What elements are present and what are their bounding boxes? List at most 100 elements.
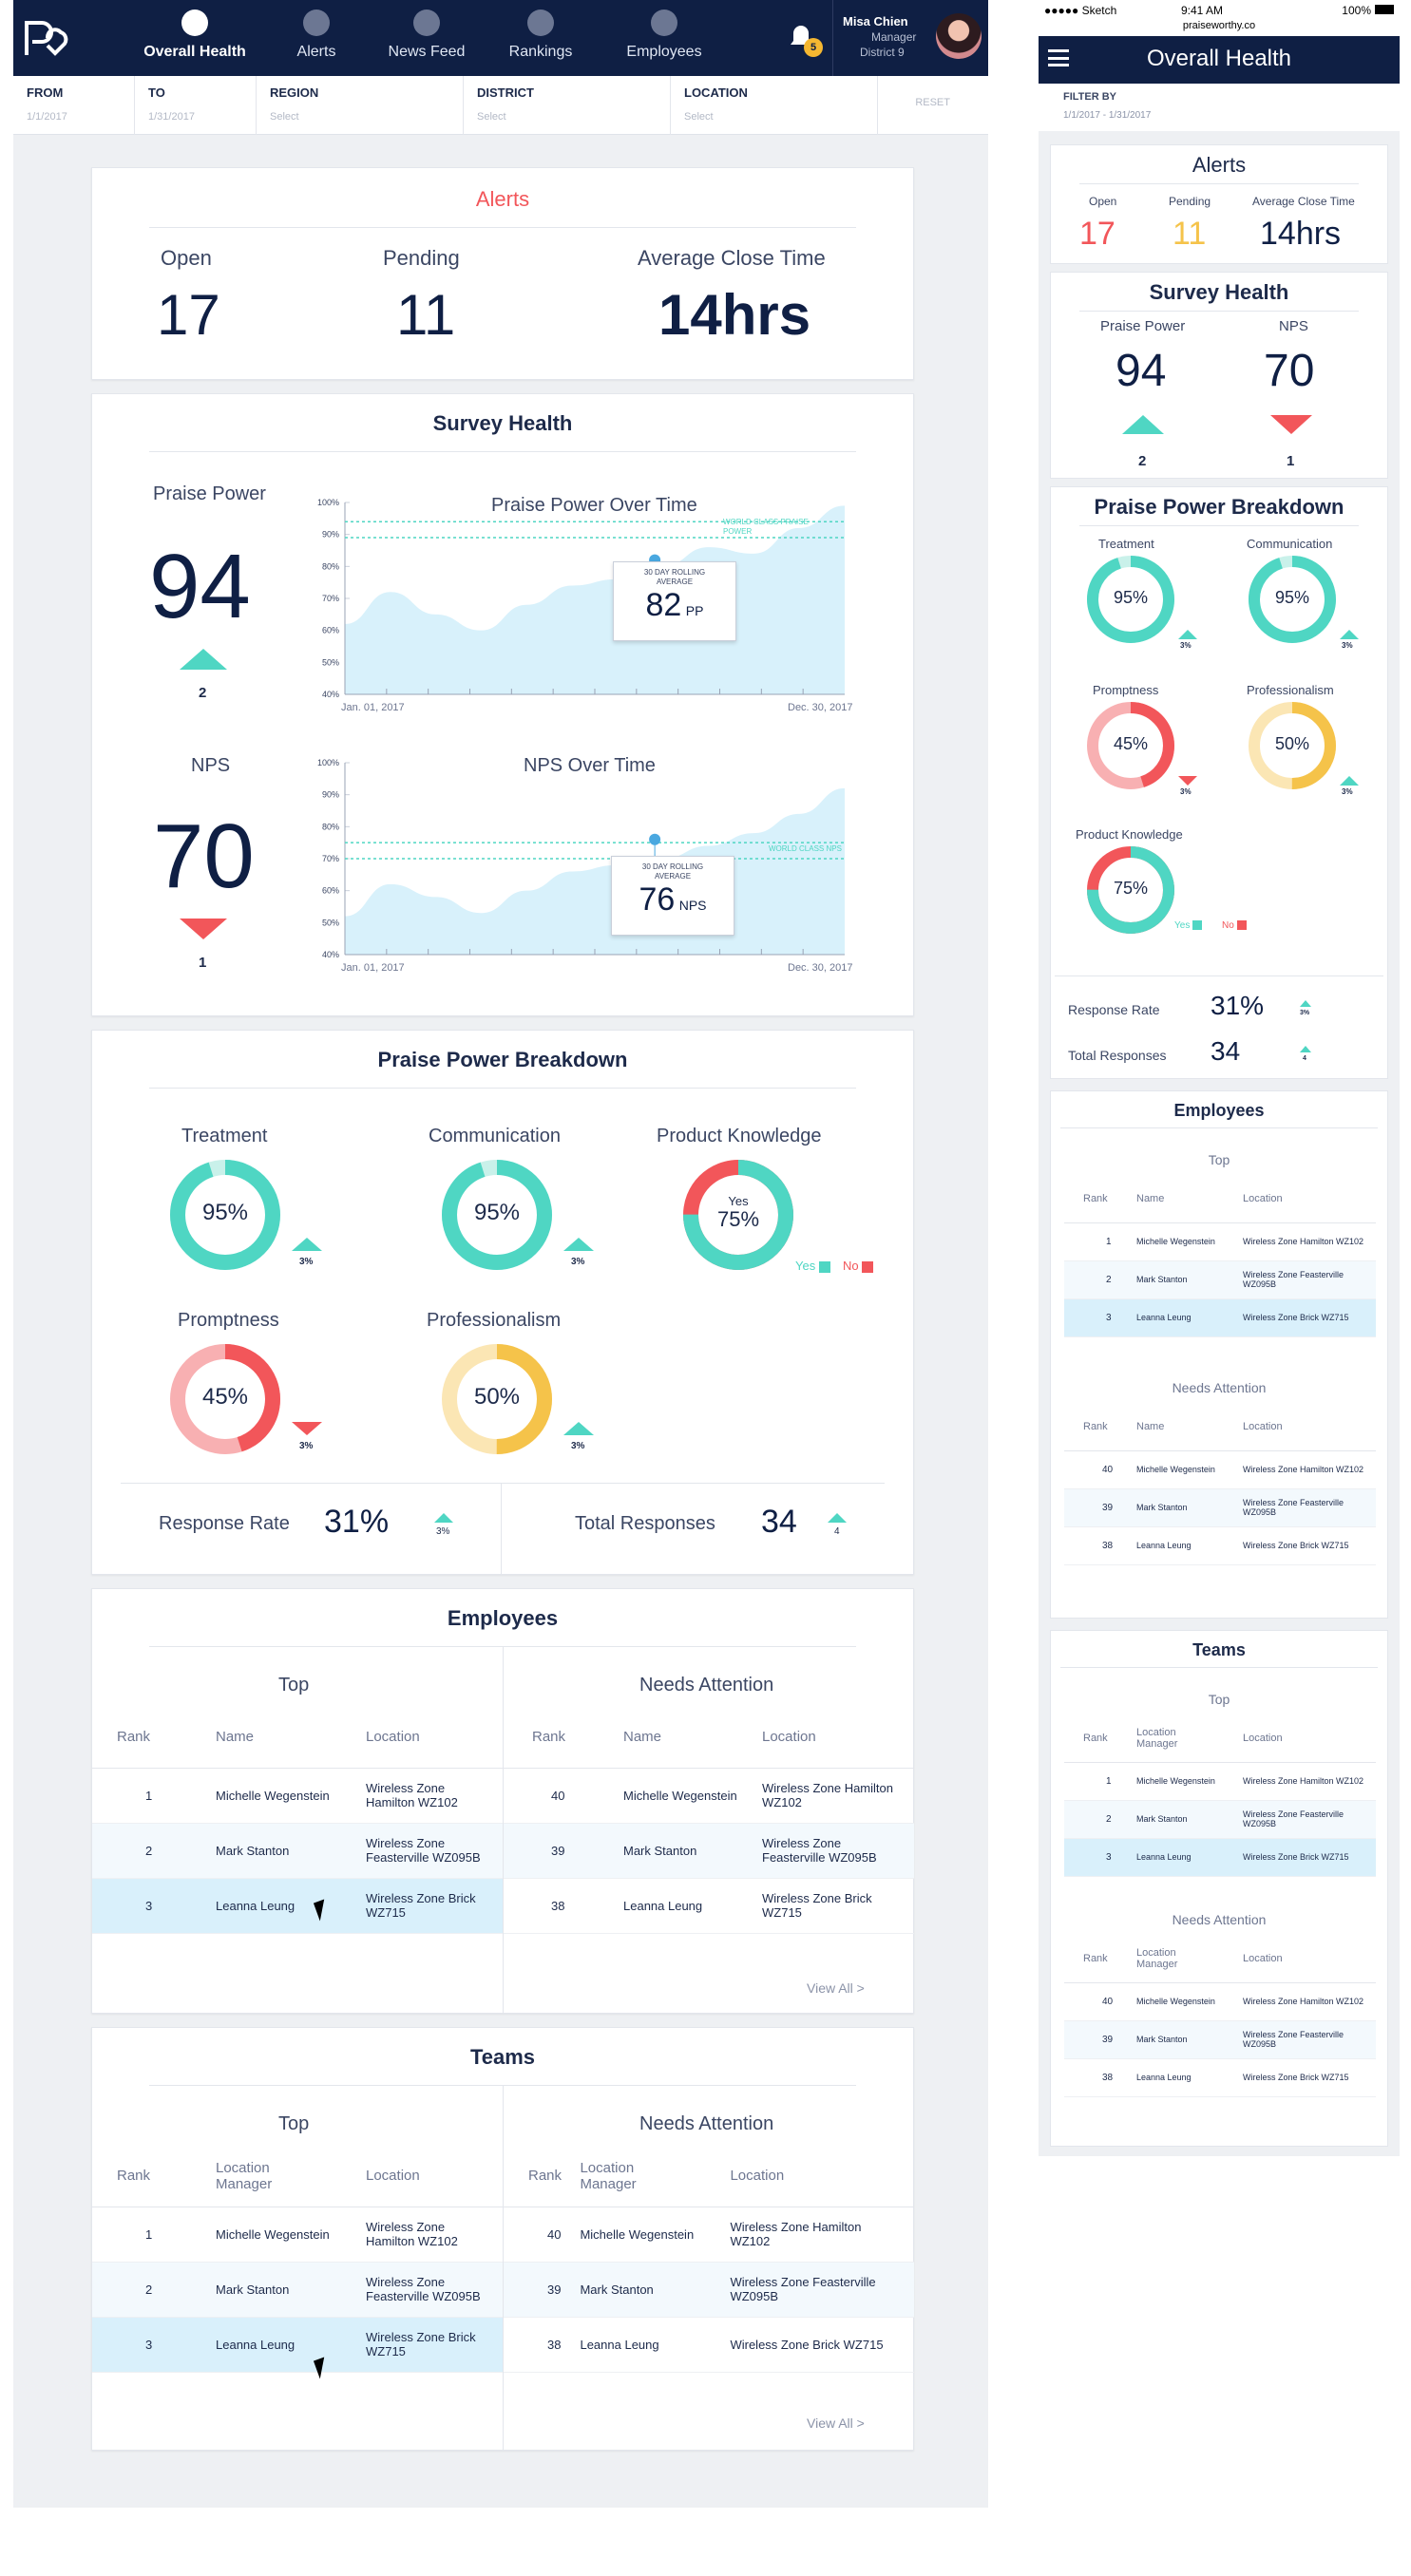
nav-rankings[interactable]: Rankings (479, 9, 602, 61)
notification-badge: 5 (804, 38, 823, 57)
pending-value[interactable]: 11 (1173, 216, 1207, 252)
employees-title: Employees (1173, 1101, 1265, 1120)
col-rank[interactable]: Rank (504, 1707, 623, 1769)
col-name[interactable]: Name (216, 1707, 366, 1769)
praiseworthy-logo[interactable] (23, 17, 68, 59)
table-row[interactable]: 39 Mark Stanton Wireless Zone Feasterville… (504, 2262, 914, 2318)
nps-rolling-average-box[interactable]: 30 DAY ROLLING AVERAGE 76 NPS (611, 856, 734, 936)
table-row[interactable]: 3 Leanna Leung Wireless Zone Brick WZ715 (92, 1878, 503, 1934)
avatar[interactable] (936, 13, 982, 59)
col-location-manager[interactable]: Location Manager (1136, 1714, 1243, 1763)
table-row[interactable]: 40 Michelle Wegenstein Wireless Zone Hamil… (1064, 1982, 1376, 2021)
open-value[interactable]: 17 (157, 283, 220, 347)
table-row[interactable]: 38 Leanna Leung Wireless Zone Brick WZ715 (1064, 2058, 1376, 2097)
y-tick-label: 100% (317, 758, 339, 767)
treatment-donut[interactable] (168, 1158, 282, 1272)
treatment-donut[interactable] (1085, 554, 1176, 645)
col-location[interactable]: Location (1243, 1935, 1376, 1983)
nps-chart-title: NPS Over Time (524, 755, 656, 776)
pp-rolling-average-box[interactable]: 30 DAY ROLLING AVERAGE 82 PP (613, 561, 736, 641)
survey-title: Survey Health (1149, 280, 1289, 304)
table-row[interactable]: 1 Michelle Wegenstein Wireless Zone Hamilt… (1064, 1762, 1376, 1801)
filter-from[interactable]: FROM 1/1/2017 (13, 76, 135, 135)
pending-value[interactable]: 11 (396, 283, 456, 347)
col-rank[interactable]: Rank (1064, 1935, 1136, 1983)
nps-chart[interactable]: 100% 90% 80% 70% 60% 50% 40% (303, 749, 864, 977)
table-row[interactable]: 2 Mark Stanton Wireless Zone Feasterville … (92, 2262, 503, 2318)
table-row[interactable]: 40 Michelle Wegenstein Wireless Zone Hamil… (504, 1768, 914, 1824)
notifications-button[interactable]: 5 (787, 23, 823, 57)
col-location[interactable]: Location (730, 2146, 914, 2207)
col-rank[interactable]: Rank (92, 2146, 216, 2207)
praise-power-chart[interactable]: 100% 90% 80% 70% 60% 50% 40% (303, 489, 864, 717)
professionalism-change: 3% (571, 1441, 585, 1451)
table-row[interactable]: 40 Michelle Wegenstein Wireless Zone Hamil… (504, 2207, 914, 2263)
col-location[interactable]: Location (366, 2146, 503, 2207)
col-name[interactable]: Name (1136, 1403, 1243, 1451)
col-location[interactable]: Location (366, 1707, 503, 1769)
col-location[interactable]: Location (1243, 1175, 1376, 1223)
table-row[interactable]: 2 Mark Stanton Wireless Zone Feasterville … (92, 1823, 503, 1879)
open-value[interactable]: 17 (1079, 216, 1115, 252)
legend-no-text: No (843, 1259, 859, 1273)
table-row[interactable]: 3 Leanna Leung Wireless Zone Brick WZ715 (1064, 1838, 1376, 1877)
table-row[interactable]: 40 Michelle Wegenstein Wireless Zone Hamil… (1064, 1450, 1376, 1489)
col-location-manager[interactable]: Location Manager (216, 2146, 366, 2207)
col-location-manager[interactable]: Location Manager (580, 2146, 731, 2207)
employees-view-all-link[interactable]: View All > (807, 1980, 865, 1996)
col-rank[interactable]: Rank (504, 2146, 581, 2207)
filter-district[interactable]: DISTRICT Select (464, 76, 671, 135)
promptness-donut[interactable] (168, 1342, 282, 1456)
col-rank[interactable]: Rank (1064, 1714, 1136, 1763)
professionalism-donut[interactable] (440, 1342, 554, 1456)
col-location[interactable]: Location (762, 1707, 914, 1769)
filter-to[interactable]: TO 1/31/2017 (135, 76, 257, 135)
col-rank[interactable]: Rank (1064, 1175, 1136, 1223)
table-row[interactable]: 3 Leanna Leung Wireless Zone Brick WZ715 (92, 2317, 503, 2373)
table-row[interactable]: 38 Leanna Leung Wireless Zone Brick WZ715 (1064, 1526, 1376, 1565)
table-row[interactable]: 1 Michelle Wegenstein Wireless Zone Hamilt… (1064, 1222, 1376, 1261)
filter-region[interactable]: REGION Select (257, 76, 464, 135)
table-row[interactable]: 1 Michelle Wegenstein Wireless Zone Hamilt… (92, 2207, 503, 2263)
table-row[interactable]: 38 Leanna Leung Wireless Zone Brick WZ715 (504, 1878, 914, 1934)
table-row[interactable]: 3 Leanna Leung Wireless Zone Brick WZ715 (1064, 1298, 1376, 1337)
trend-down-icon (1270, 415, 1312, 434)
nav-news-feed[interactable]: News Feed (365, 9, 488, 61)
reset-button[interactable]: RESET (915, 97, 950, 108)
user-name: Misa Chien (843, 14, 908, 28)
product-knowledge-donut[interactable] (1085, 844, 1176, 936)
table-header: Rank Name Location (92, 1707, 503, 1769)
product-knowledge-donut[interactable] (681, 1158, 795, 1272)
mobile-filter[interactable]: FILTER BY 1/1/2017 - 1/31/2017 (1039, 84, 1400, 131)
table-row[interactable]: 39 Mark Stanton Wireless Zone Feasterville… (1064, 2020, 1376, 2059)
professionalism-donut[interactable] (1247, 700, 1338, 791)
communication-donut[interactable] (440, 1158, 554, 1272)
table-row[interactable]: 2 Mark Stanton Wireless Zone Feasterville … (1064, 1800, 1376, 1839)
table-row[interactable]: 1 Michelle Wegenstein Wireless Zone Hamilt… (92, 1768, 503, 1824)
col-name[interactable]: Name (1136, 1175, 1243, 1223)
nav-employees[interactable]: Employees (602, 9, 726, 61)
table-row[interactable]: 39 Mark Stanton Wireless Zone Feasterville… (504, 1823, 914, 1879)
user-menu[interactable]: Misa Chien Manager District 9 (832, 0, 988, 76)
communication-donut[interactable] (1247, 554, 1338, 645)
promptness-donut[interactable] (1085, 700, 1176, 791)
employees-needs-label: Needs Attention (1172, 1380, 1267, 1395)
nav-overall-health[interactable]: Overall Health (133, 9, 257, 61)
communication-label: Communication (1247, 537, 1333, 551)
filter-value: Select (477, 111, 506, 123)
table-row[interactable]: 38 Leanna Leung Wireless Zone Brick WZ715 (504, 2317, 914, 2373)
table-row[interactable]: 39 Mark Stanton Wireless Zone Feasterville… (1064, 1488, 1376, 1527)
table-row[interactable]: 2 Mark Stanton Wireless Zone Feasterville … (1064, 1260, 1376, 1299)
name-cell: Michelle Wegenstein (580, 2207, 731, 2263)
col-rank[interactable]: Rank (92, 1707, 216, 1769)
col-rank[interactable]: Rank (1064, 1403, 1136, 1451)
col-location[interactable]: Location (1243, 1714, 1376, 1763)
col-name[interactable]: Name (623, 1707, 762, 1769)
nav-alerts[interactable]: Alerts (255, 9, 378, 61)
col-location[interactable]: Location (1243, 1403, 1376, 1451)
teams-view-all-link[interactable]: View All > (807, 2415, 865, 2431)
hamburger-menu-icon[interactable] (1048, 49, 1069, 66)
filter-location[interactable]: LOCATION Select (671, 76, 878, 135)
col-location-manager[interactable]: Location Manager (1136, 1935, 1243, 1983)
url-bar[interactable]: praiseworthy.co (1182, 20, 1256, 31)
